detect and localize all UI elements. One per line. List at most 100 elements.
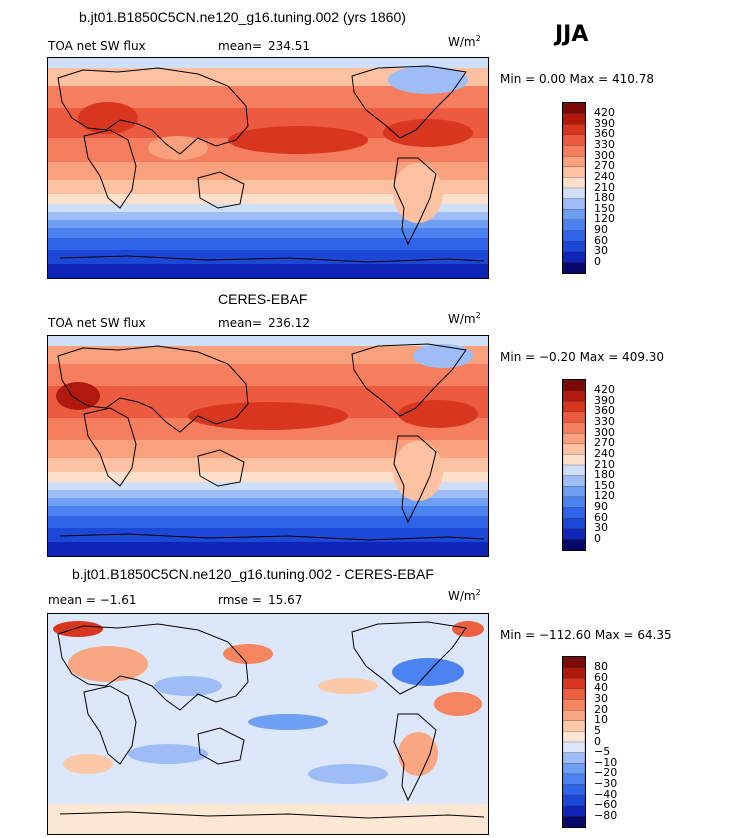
panel-3-colorbar-tick: 40 bbox=[594, 681, 608, 695]
panel-2-colorbar-bin bbox=[563, 539, 585, 550]
panel-1-title: b.jt01.B1850C5CN.ne120_g16.tuning.002 (y… bbox=[79, 9, 406, 25]
panel-1-mean-value: 234.51 bbox=[268, 39, 310, 53]
panel-2-colorbar-tick: 120 bbox=[594, 489, 615, 503]
panel-2-minmax: Min = −0.20 Max = 409.30 bbox=[500, 350, 665, 364]
panel-2-mean-value: 236.12 bbox=[268, 316, 310, 330]
panel-1-colorbar-tick: 0 bbox=[594, 254, 601, 268]
panel-2-colorbar-tick: 360 bbox=[594, 404, 615, 418]
panel-3-rmse-value: 15.67 bbox=[268, 593, 303, 607]
panel-1-field bbox=[48, 58, 488, 278]
panel-1-colorbar-tick: 330 bbox=[594, 138, 615, 151]
panel-1-colorbar-bin bbox=[563, 198, 585, 210]
panel-2-colorbar-tick: 240 bbox=[594, 446, 615, 460]
panel-2-colorbar-tick: 330 bbox=[594, 415, 615, 428]
panel-2-colorbar-tick: 270 bbox=[594, 436, 615, 450]
panel-2-colorbar-tick: 300 bbox=[594, 425, 615, 439]
panel-2-colorbar-bin bbox=[563, 464, 585, 477]
panel-1-colorbar-tick: 60 bbox=[594, 233, 608, 247]
panel-1-colorbar-tick: 300 bbox=[594, 148, 615, 162]
panel-1-colorbar-bin bbox=[563, 219, 585, 231]
panel-2-colorbar-bin bbox=[563, 496, 585, 508]
panel-2-colorbar-bin bbox=[563, 475, 585, 487]
panel-2-colorbar-bin bbox=[563, 507, 585, 519]
panel-2-colorbar-bin bbox=[563, 390, 585, 402]
panel-3-colorbar-bin bbox=[563, 816, 585, 827]
panel-2-colorbar-bin bbox=[563, 443, 585, 455]
panel-1-mean-label: mean= bbox=[218, 39, 263, 53]
panel-2-map bbox=[47, 335, 489, 557]
panel-1-map-svg bbox=[48, 58, 488, 278]
panel-3-map bbox=[47, 613, 489, 835]
panel-1-colorbar-bin bbox=[563, 240, 585, 253]
panel-3-colorbar-bin bbox=[563, 805, 585, 817]
panel-2-map-svg bbox=[48, 336, 488, 556]
panel-1-colorbar-tick: 90 bbox=[594, 223, 608, 236]
panel-1-colorbar-bin bbox=[563, 187, 585, 200]
panel-3-colorbar-tick: −20 bbox=[594, 766, 618, 780]
panel-3-colorbar-tick: 30 bbox=[594, 692, 608, 705]
panel-2-title: CERES-EBAF bbox=[218, 291, 308, 307]
panel-2-colorbar-bin bbox=[563, 432, 585, 445]
panel-3-colorbar-bin bbox=[563, 667, 585, 679]
panel-1-colorbar-tick: 30 bbox=[594, 244, 608, 258]
panel-2-colorbar-tick: 30 bbox=[594, 521, 608, 535]
panel-2-colorbar-tick: 180 bbox=[594, 468, 615, 482]
panel-2-colorbar-bin bbox=[563, 401, 585, 413]
season-label: JJA bbox=[555, 22, 589, 47]
panel-2-field bbox=[48, 336, 488, 556]
panel-3-coastlines bbox=[57, 621, 485, 819]
panel-1-colorbar-bin bbox=[563, 251, 585, 263]
panel-1-colorbar-tick: 180 bbox=[594, 191, 615, 205]
panel-3-colorbar-bin bbox=[563, 678, 585, 690]
panel-3-title: b.jt01.B1850C5CN.ne120_g16.tuning.002 - … bbox=[72, 566, 434, 582]
panel-2-colorbar-tick: 0 bbox=[594, 531, 601, 545]
panel-3-colorbar-tick: 20 bbox=[594, 702, 608, 716]
panel-2-colorbar-tick: 150 bbox=[594, 478, 615, 492]
panel-1-colorbar-bin bbox=[563, 124, 585, 136]
panel-3-colorbar-bin bbox=[563, 752, 585, 764]
panel-3-colorbar-bin bbox=[563, 657, 585, 669]
panel-3-colorbar-bin bbox=[563, 763, 585, 775]
panel-1-coastlines bbox=[57, 65, 485, 263]
panel-2-units: W/m2 bbox=[448, 311, 481, 326]
panel-3-colorbar-bin bbox=[563, 709, 585, 722]
panel-3-colorbar-bin bbox=[563, 741, 585, 754]
panel-3-colorbar-svg bbox=[563, 657, 585, 827]
panel-2-colorbar-tick: 390 bbox=[594, 393, 615, 407]
panel-1-colorbar-bin bbox=[563, 230, 585, 242]
panel-1-colorbar-svg bbox=[563, 103, 585, 273]
panel-2-colorbar-bin bbox=[563, 422, 585, 434]
panel-1-colorbar-bin bbox=[563, 177, 585, 189]
panel-2-colorbar-bin bbox=[563, 454, 585, 466]
panel-3-colorbar-tick: −5 bbox=[594, 745, 611, 759]
panel-3-colorbar-tick: 10 bbox=[594, 713, 608, 727]
panel-2-colorbar-tick: 420 bbox=[594, 383, 615, 397]
panel-3-map-svg bbox=[48, 614, 488, 834]
panel-1-units: W/m2 bbox=[448, 34, 481, 49]
panel-1-colorbar-tick: 360 bbox=[594, 127, 615, 141]
panel-3-units: W/m2 bbox=[448, 588, 481, 603]
panel-3-colorbar-bin bbox=[563, 699, 585, 711]
panel-3-minmax: Min = −112.60 Max = 64.35 bbox=[500, 628, 672, 642]
panel-3-colorbar-tick: −40 bbox=[594, 787, 618, 801]
panel-3-rmse-label: rmse = bbox=[218, 593, 262, 607]
panel-2-colorbar-bin bbox=[563, 411, 585, 423]
panel-3-field bbox=[48, 614, 488, 834]
panel-1-colorbar bbox=[562, 102, 586, 274]
panel-3-colorbar-tick: −10 bbox=[594, 755, 618, 769]
panel-2-colorbar bbox=[562, 379, 586, 551]
panel-2-colorbar-tick: 210 bbox=[594, 457, 615, 471]
panel-2-coastlines bbox=[57, 343, 485, 541]
panel-2-colorbar-tick: 90 bbox=[594, 500, 608, 513]
panel-1-colorbar-bin bbox=[563, 113, 585, 125]
panel-3-colorbar-tick: −60 bbox=[594, 798, 618, 812]
panel-2-colorbar-svg bbox=[563, 380, 585, 550]
panel-3-colorbar-bin bbox=[563, 773, 585, 785]
panel-2-colorbar-bin bbox=[563, 517, 585, 530]
panel-1-colorbar-tick: 150 bbox=[594, 201, 615, 215]
panel-3-colorbar-bin bbox=[563, 720, 585, 732]
panel-3-colorbar-tick: 0 bbox=[594, 734, 601, 748]
panel-2-colorbar-tick: 60 bbox=[594, 510, 608, 524]
panel-1-colorbar-bin bbox=[563, 209, 585, 221]
panel-3-colorbar-bin bbox=[563, 784, 585, 796]
